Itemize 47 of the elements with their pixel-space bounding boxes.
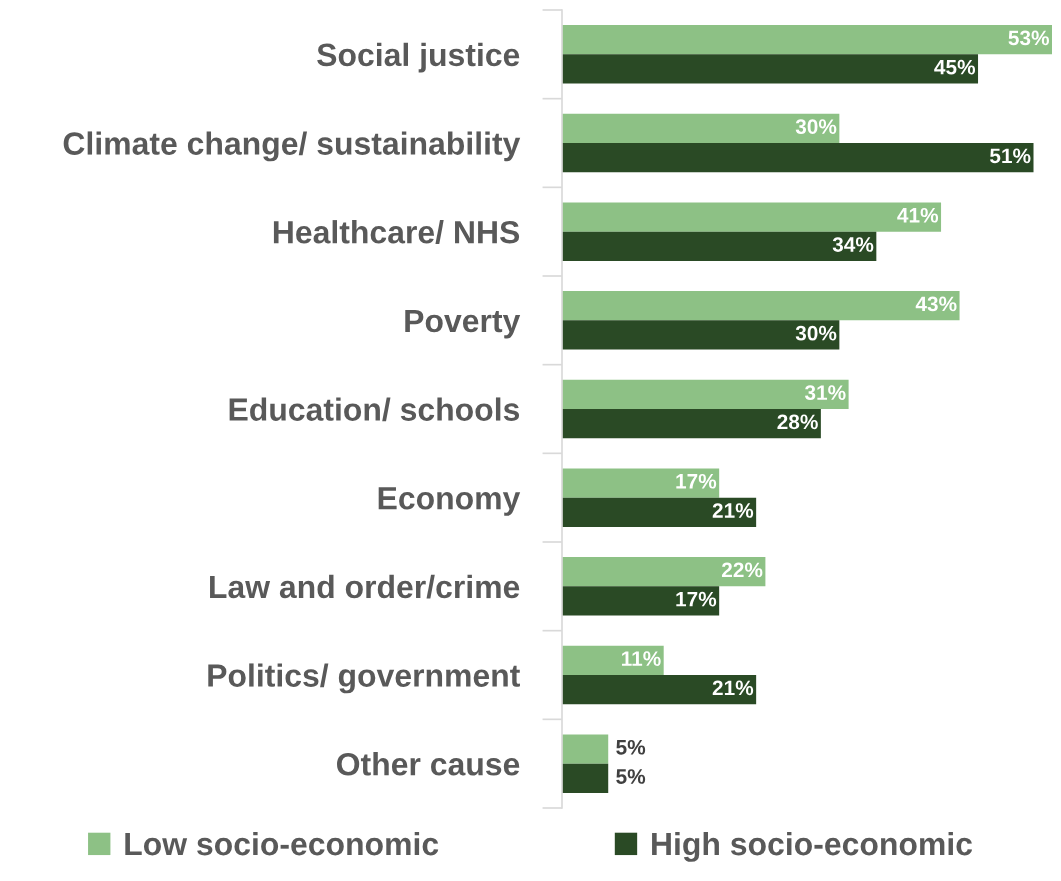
bar — [562, 25, 1052, 55]
y-tick-label: Poverty — [405, 309, 521, 339]
bar — [562, 291, 960, 321]
data-label: 41% — [897, 207, 939, 223]
bar — [562, 645, 664, 675]
bar — [562, 675, 757, 705]
data-label: 17% — [676, 591, 717, 607]
bar — [562, 113, 840, 143]
bar — [562, 586, 720, 616]
bar — [562, 379, 849, 409]
y-tick-label: Economy — [378, 487, 521, 516]
bar — [562, 468, 720, 498]
data-label: 31% — [804, 385, 846, 400]
bar — [562, 143, 1034, 173]
y-tick-label: Social justice — [317, 42, 520, 73]
bar — [562, 734, 609, 764]
legend-label: Low socio-economic — [125, 831, 439, 856]
data-label: 17% — [676, 473, 717, 489]
data-label: 45% — [934, 59, 976, 75]
bar — [562, 497, 757, 527]
bar — [562, 763, 609, 793]
data-label: 5% — [616, 769, 646, 784]
bar — [562, 54, 979, 84]
data-label: 21% — [712, 680, 754, 696]
data-label: 22% — [721, 562, 763, 578]
y-tick-label: Education/ schools — [229, 397, 520, 422]
legend-label: High socio-economic — [652, 831, 973, 862]
data-label: 5% — [616, 739, 646, 755]
y-tick-label: Other cause — [337, 752, 520, 776]
y-tick-label: Healthcare/ NHS — [273, 220, 520, 244]
data-label: 34% — [832, 237, 874, 252]
bar — [562, 409, 821, 439]
data-label: 43% — [915, 296, 957, 312]
data-label: 53% — [1008, 30, 1049, 46]
bar — [562, 231, 877, 261]
data-label: 30% — [795, 119, 837, 134]
bar — [562, 320, 840, 350]
y-tick-label: Law and order/crime — [210, 574, 520, 599]
y-tick-label: Politics/ government — [208, 663, 520, 694]
bar — [562, 202, 942, 232]
data-label: 21% — [712, 503, 754, 518]
y-tick-label: Climate change/ sustainability — [63, 131, 521, 162]
data-label: 51% — [990, 148, 1031, 164]
data-label: 11% — [622, 651, 661, 666]
data-label: 30% — [795, 325, 837, 341]
data-label: 28% — [777, 414, 818, 430]
bar — [562, 557, 766, 587]
